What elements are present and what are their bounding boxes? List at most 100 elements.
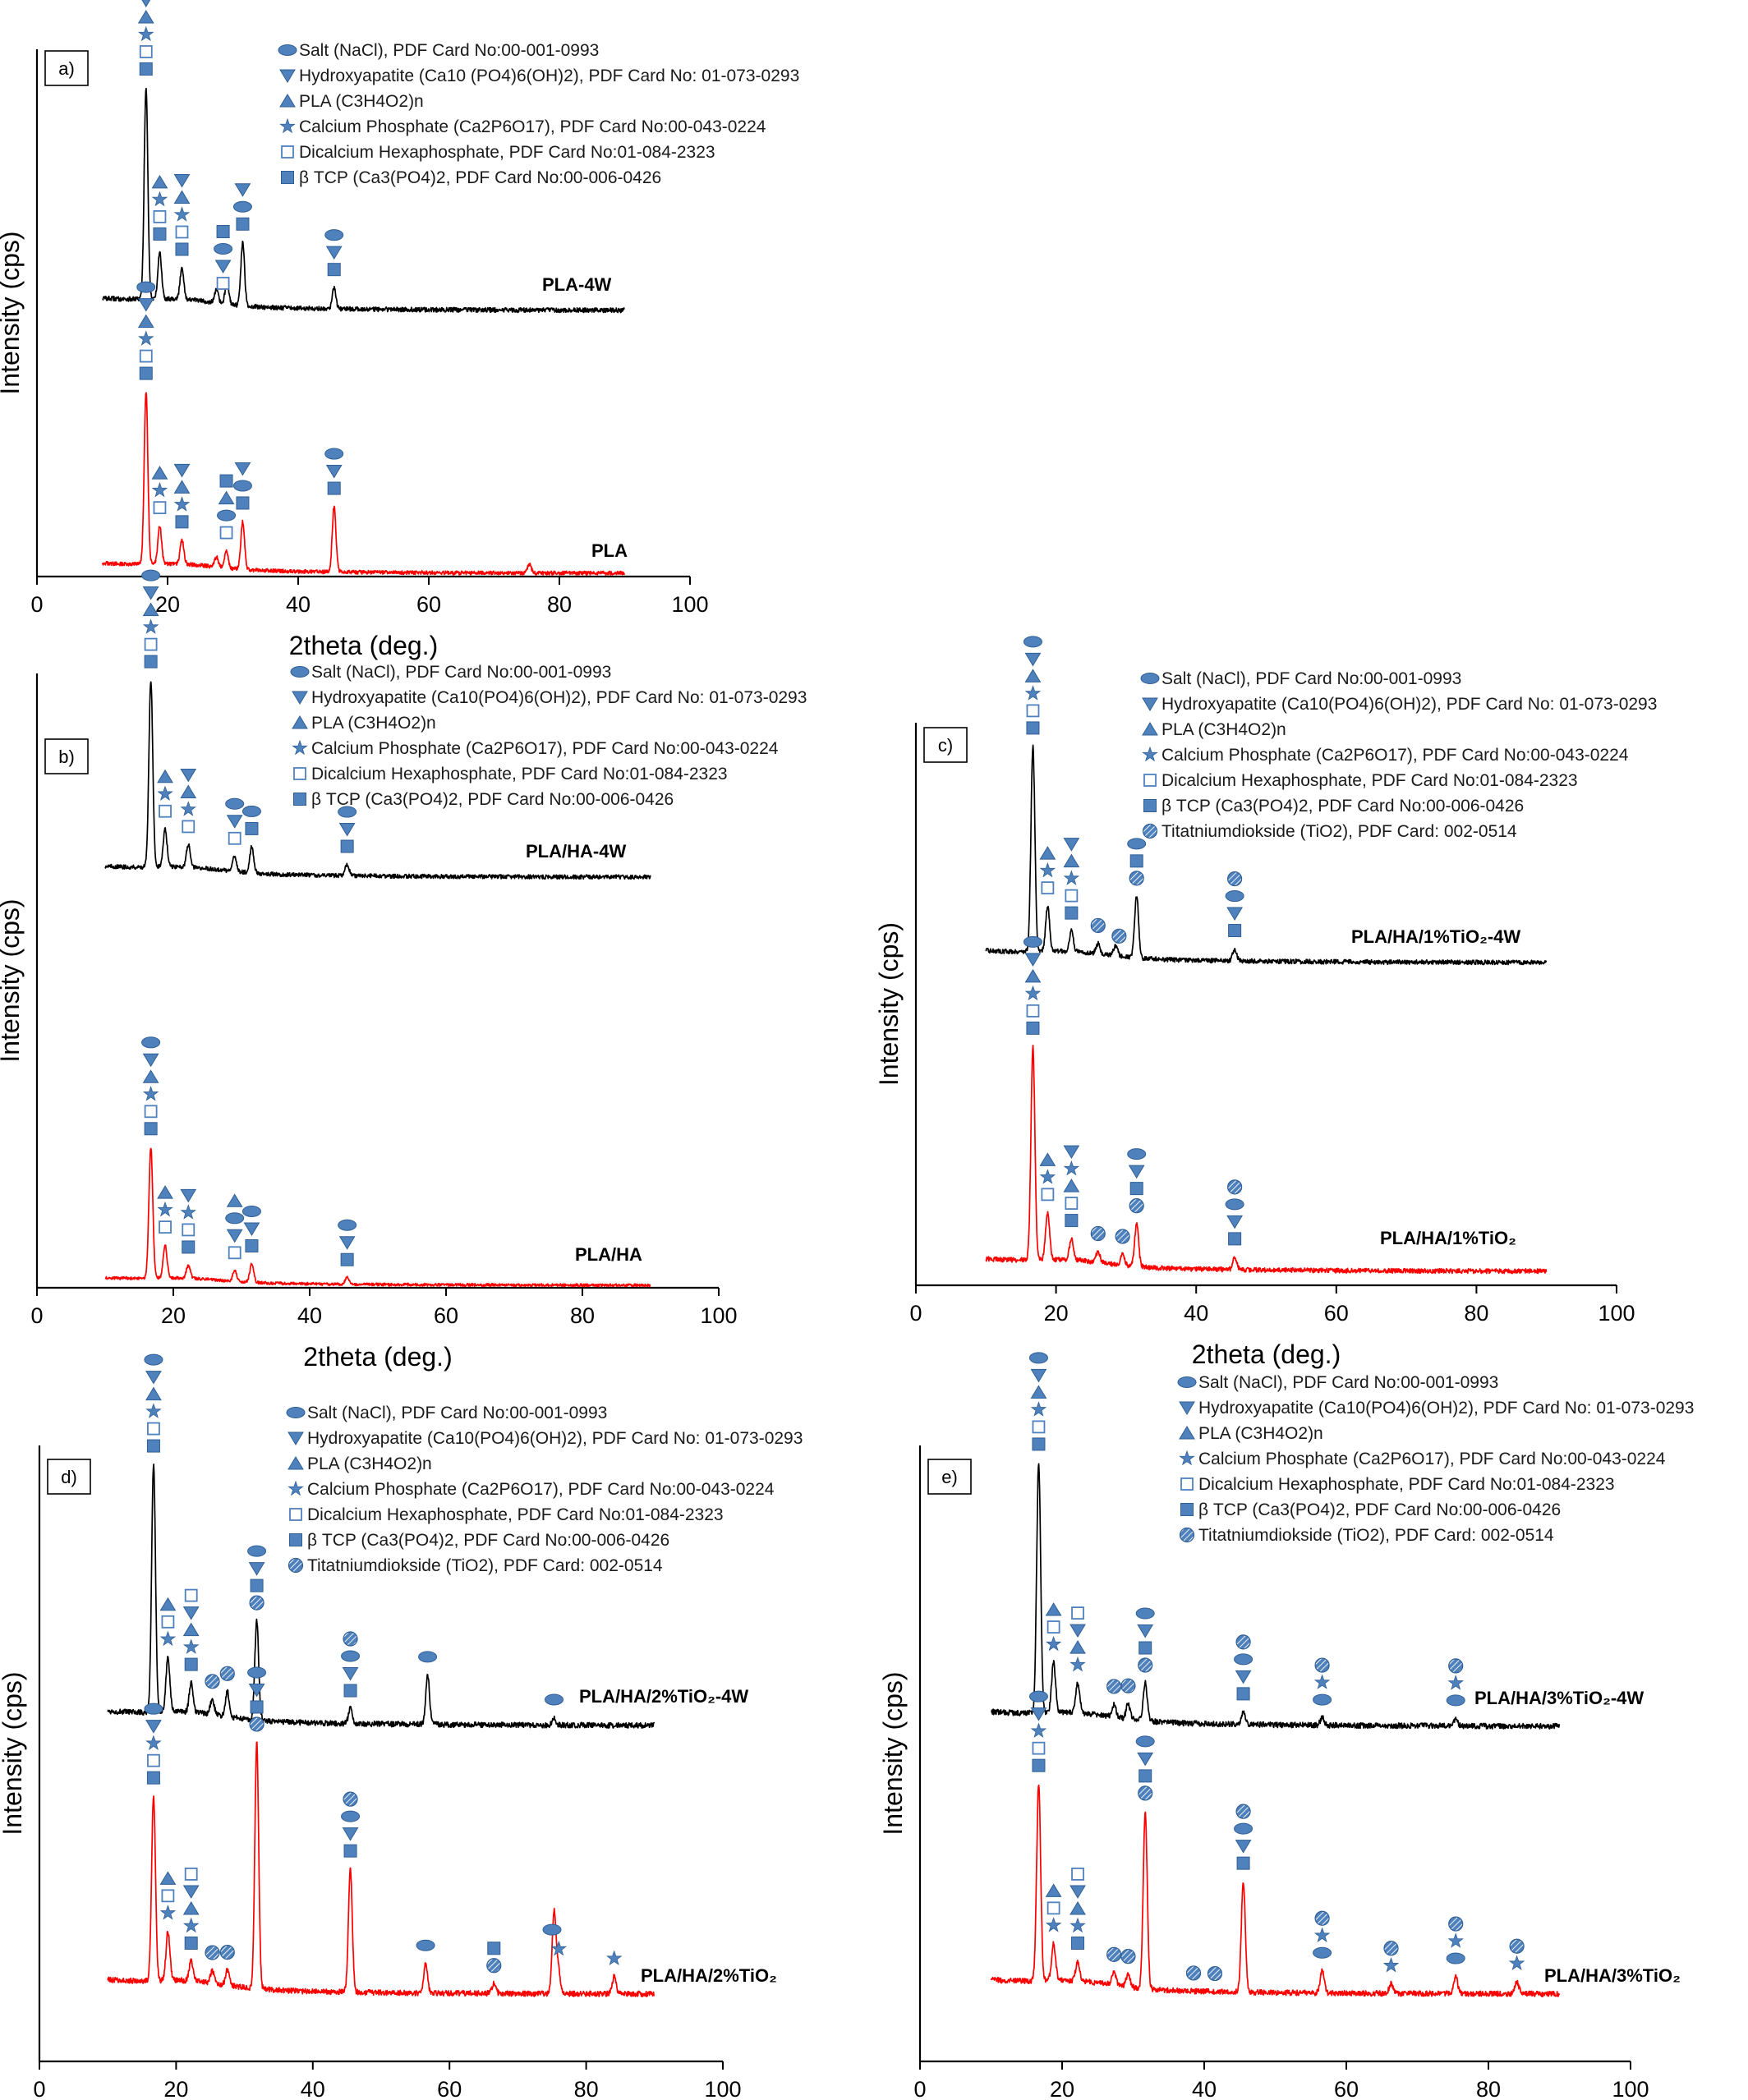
tcp-filled-square-icon bbox=[146, 1439, 160, 1453]
tio2-hatched-circle-icon bbox=[205, 1674, 220, 1689]
salt-ellipse-icon bbox=[247, 1666, 267, 1679]
peak-marker bbox=[1509, 1938, 1525, 1954]
tcp-filled-square-icon bbox=[245, 1238, 259, 1252]
dch-open-square-icon bbox=[293, 767, 306, 780]
x-tick-label: 100 bbox=[704, 2077, 741, 2100]
peak-marker bbox=[245, 821, 259, 835]
x-tick-label: 20 bbox=[155, 592, 180, 617]
peak-marker bbox=[1070, 1917, 1086, 1933]
salt-ellipse-icon bbox=[278, 44, 297, 56]
peak-marker bbox=[1039, 846, 1056, 860]
ha-down-triangle-icon bbox=[142, 1053, 159, 1068]
tio2-hatched-circle-icon bbox=[219, 1666, 235, 1681]
peak-marker bbox=[1236, 1687, 1250, 1701]
legend-marker bbox=[281, 171, 294, 184]
legend-entry: Titatniumdiokside (TiO2), PDF Card: 002-… bbox=[1162, 822, 1517, 841]
peak-marker bbox=[216, 277, 230, 290]
peak-marker bbox=[250, 1700, 264, 1714]
dch-open-square-icon bbox=[182, 820, 196, 834]
peak-marker bbox=[1065, 1214, 1079, 1228]
ha-down-triangle-icon bbox=[342, 1667, 359, 1681]
tcp-filled-square-icon bbox=[250, 1578, 264, 1592]
legend-marker bbox=[1142, 722, 1158, 736]
peak-annotation bbox=[1039, 1152, 1056, 1202]
peak-marker bbox=[1070, 1656, 1086, 1672]
peak-marker bbox=[1127, 838, 1147, 850]
peak-marker bbox=[486, 1958, 502, 1974]
dch-open-square-icon bbox=[147, 1753, 160, 1767]
legend-marker bbox=[1179, 1450, 1195, 1466]
tio2-hatched-circle-icon bbox=[1129, 871, 1144, 886]
cp-star-icon bbox=[138, 25, 154, 42]
salt-ellipse-icon bbox=[144, 1703, 163, 1715]
salt-ellipse-icon bbox=[1028, 1690, 1048, 1703]
legend-marker bbox=[1142, 697, 1158, 711]
salt-ellipse-icon bbox=[225, 1212, 245, 1225]
peak-marker bbox=[159, 1630, 177, 1647]
ha-down-triangle-icon bbox=[338, 1236, 356, 1250]
tio2-hatched-circle-icon bbox=[1448, 1916, 1464, 1932]
peak-marker bbox=[250, 1578, 264, 1592]
peak-marker bbox=[1234, 1653, 1254, 1666]
ha-down-triangle-icon bbox=[1226, 907, 1243, 921]
x-tick-label: 80 bbox=[547, 592, 572, 617]
xrd-trace-bottom bbox=[107, 1741, 656, 1997]
tio2-hatched-circle-icon bbox=[343, 1631, 358, 1647]
peak-marker bbox=[159, 1220, 172, 1234]
tio2-hatched-circle-icon bbox=[288, 1557, 304, 1574]
ha-down-triangle-icon bbox=[248, 1562, 265, 1576]
peak-marker bbox=[137, 9, 154, 24]
peak-annotation bbox=[1111, 928, 1127, 944]
peak-marker bbox=[1028, 1352, 1048, 1364]
peak-annotation bbox=[1446, 1658, 1465, 1707]
peak-marker bbox=[214, 242, 233, 255]
peak-annotation bbox=[1234, 1634, 1254, 1701]
peak-marker bbox=[324, 448, 344, 460]
cp-star-icon bbox=[1039, 1169, 1056, 1184]
ha-down-triangle-icon bbox=[1128, 1165, 1145, 1179]
dch-open-square-icon bbox=[219, 526, 233, 540]
legend-entry: β TCP (Ca3(PO4)2, PDF Card No:00-006-042… bbox=[299, 168, 661, 187]
pla-up-triangle-icon bbox=[1039, 1152, 1056, 1166]
peak-marker bbox=[173, 190, 191, 204]
peak-marker bbox=[325, 246, 343, 260]
x-tick-label: 100 bbox=[700, 1303, 737, 1328]
tcp-filled-square-icon bbox=[139, 366, 153, 380]
peak-marker bbox=[1090, 1225, 1106, 1242]
tio2-hatched-circle-icon bbox=[1115, 1229, 1130, 1244]
tio2-hatched-circle-icon bbox=[1207, 1965, 1223, 1982]
peak-marker bbox=[1023, 636, 1042, 648]
cp-star-icon bbox=[1030, 1401, 1047, 1417]
x-tick-label: 40 bbox=[286, 592, 310, 617]
salt-ellipse-icon bbox=[1135, 1735, 1155, 1748]
peak-marker bbox=[247, 1545, 267, 1557]
ha-down-triangle-icon bbox=[142, 586, 159, 600]
cp-star-icon bbox=[145, 1735, 162, 1750]
legend-entry: β TCP (Ca3(PO4)2, PDF Card No:00-006-042… bbox=[311, 790, 674, 809]
dch-open-square-icon bbox=[1026, 1004, 1040, 1018]
peak-marker bbox=[1313, 1674, 1331, 1689]
peak-annotation bbox=[205, 1945, 220, 1960]
peak-marker bbox=[175, 242, 189, 256]
peak-marker bbox=[324, 229, 344, 241]
peak-annotation bbox=[418, 1651, 438, 1663]
legend-entry: β TCP (Ca3(PO4)2, PDF Card No:00-006-042… bbox=[1162, 797, 1524, 816]
peak-marker bbox=[243, 1222, 260, 1236]
peak-marker bbox=[1111, 928, 1127, 944]
tcp-filled-square-icon bbox=[1129, 854, 1143, 868]
peak-marker bbox=[137, 314, 154, 329]
ha-down-triangle-icon bbox=[141, 0, 151, 7]
x-tick-label: 20 bbox=[161, 1303, 186, 1328]
peak-marker bbox=[161, 1615, 175, 1629]
tcp-filled-square-icon bbox=[1065, 906, 1079, 920]
peak-marker bbox=[139, 45, 153, 58]
ha-down-triangle-icon bbox=[1226, 1215, 1243, 1229]
xrd-trace-bottom bbox=[104, 1147, 651, 1288]
panel-label: a) bbox=[58, 58, 75, 79]
peak-marker bbox=[146, 1771, 160, 1785]
tcp-filled-square-icon bbox=[245, 821, 259, 835]
tcp-filled-square-icon bbox=[1228, 924, 1242, 938]
series-label: PLA/HA/2%TiO₂ bbox=[641, 1965, 777, 1986]
